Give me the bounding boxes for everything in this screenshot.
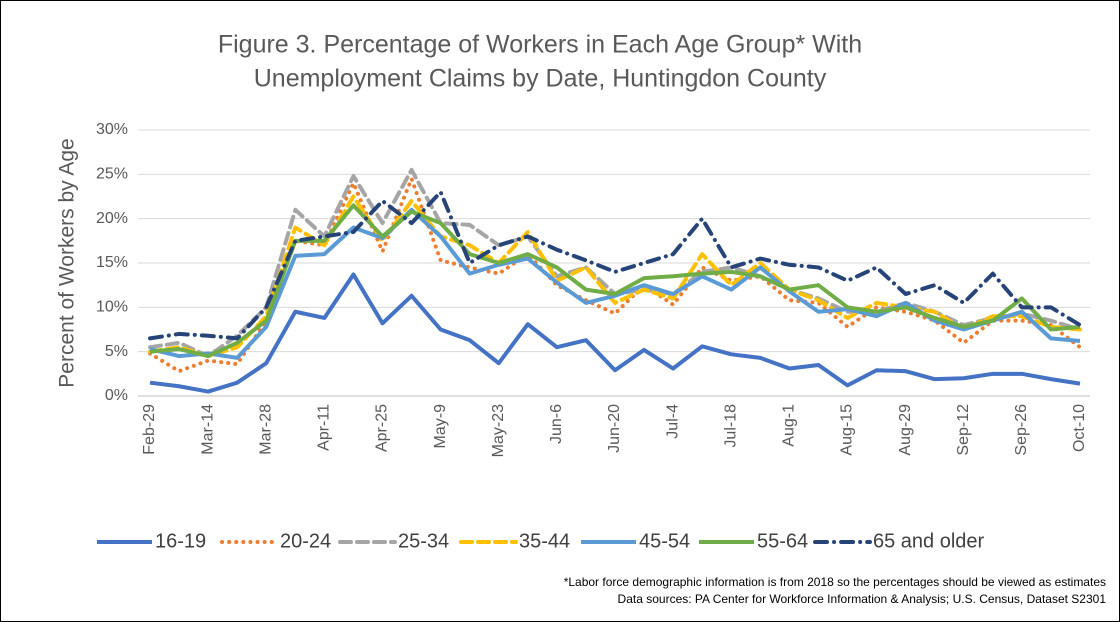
x-tick-label: Aug-15	[839, 404, 856, 456]
x-tick-label: Jun-20	[606, 404, 623, 453]
footnote: *Labor force demographic information is …	[564, 575, 1106, 589]
x-tick-label: Jul-4	[664, 404, 681, 439]
series-line	[149, 272, 1081, 394]
y-tick-label: 20%	[96, 210, 128, 227]
x-tick-label: Sep-26	[1013, 404, 1030, 456]
x-tick-label: Aug-29	[897, 404, 914, 456]
y-tick-label: 30%	[96, 121, 128, 138]
legend-label: 16-19	[155, 530, 206, 552]
x-tick-label: Apr-11	[316, 404, 333, 451]
x-tick-label: May-23	[490, 404, 507, 457]
x-tick-label: Mar-14	[199, 404, 216, 455]
chart-title: Figure 3. Percentage of Workers in Each …	[218, 31, 862, 59]
y-tick-label: 15%	[96, 254, 128, 271]
x-tick-label: Sep-12	[955, 404, 972, 456]
x-tick-label: Oct-10	[1071, 404, 1088, 452]
x-tick-label: Apr-25	[374, 404, 391, 452]
y-tick-label: 25%	[96, 166, 128, 183]
y-axis-title: Percent of Workers by Age	[56, 138, 79, 387]
series-line	[148, 194, 1082, 359]
footnote: Data sources: PA Center for Workforce In…	[618, 592, 1107, 606]
x-tick-label: Mar-28	[257, 404, 274, 455]
x-tick-label: Feb-29	[141, 404, 158, 455]
y-tick-label: 10%	[96, 299, 128, 316]
legend-label: 45-54	[639, 530, 690, 552]
y-tick-label: 0%	[105, 387, 128, 404]
x-tick-label: Aug-1	[781, 404, 798, 447]
legend-label: 65 and older	[873, 530, 985, 552]
legend-label: 25-34	[398, 530, 449, 552]
x-tick-label: Jun-6	[548, 404, 565, 444]
x-tick-label: May-9	[432, 404, 449, 449]
series-line	[148, 190, 1082, 341]
legend-label: 55-64	[757, 530, 808, 552]
chart-title: Unemployment Claims by Date, Huntingdon …	[254, 65, 827, 93]
x-tick-label: Jul-18	[722, 404, 739, 448]
y-tick-label: 5%	[105, 343, 128, 360]
legend-label: 35-44	[519, 530, 570, 552]
legend-label: 20-24	[280, 530, 331, 552]
